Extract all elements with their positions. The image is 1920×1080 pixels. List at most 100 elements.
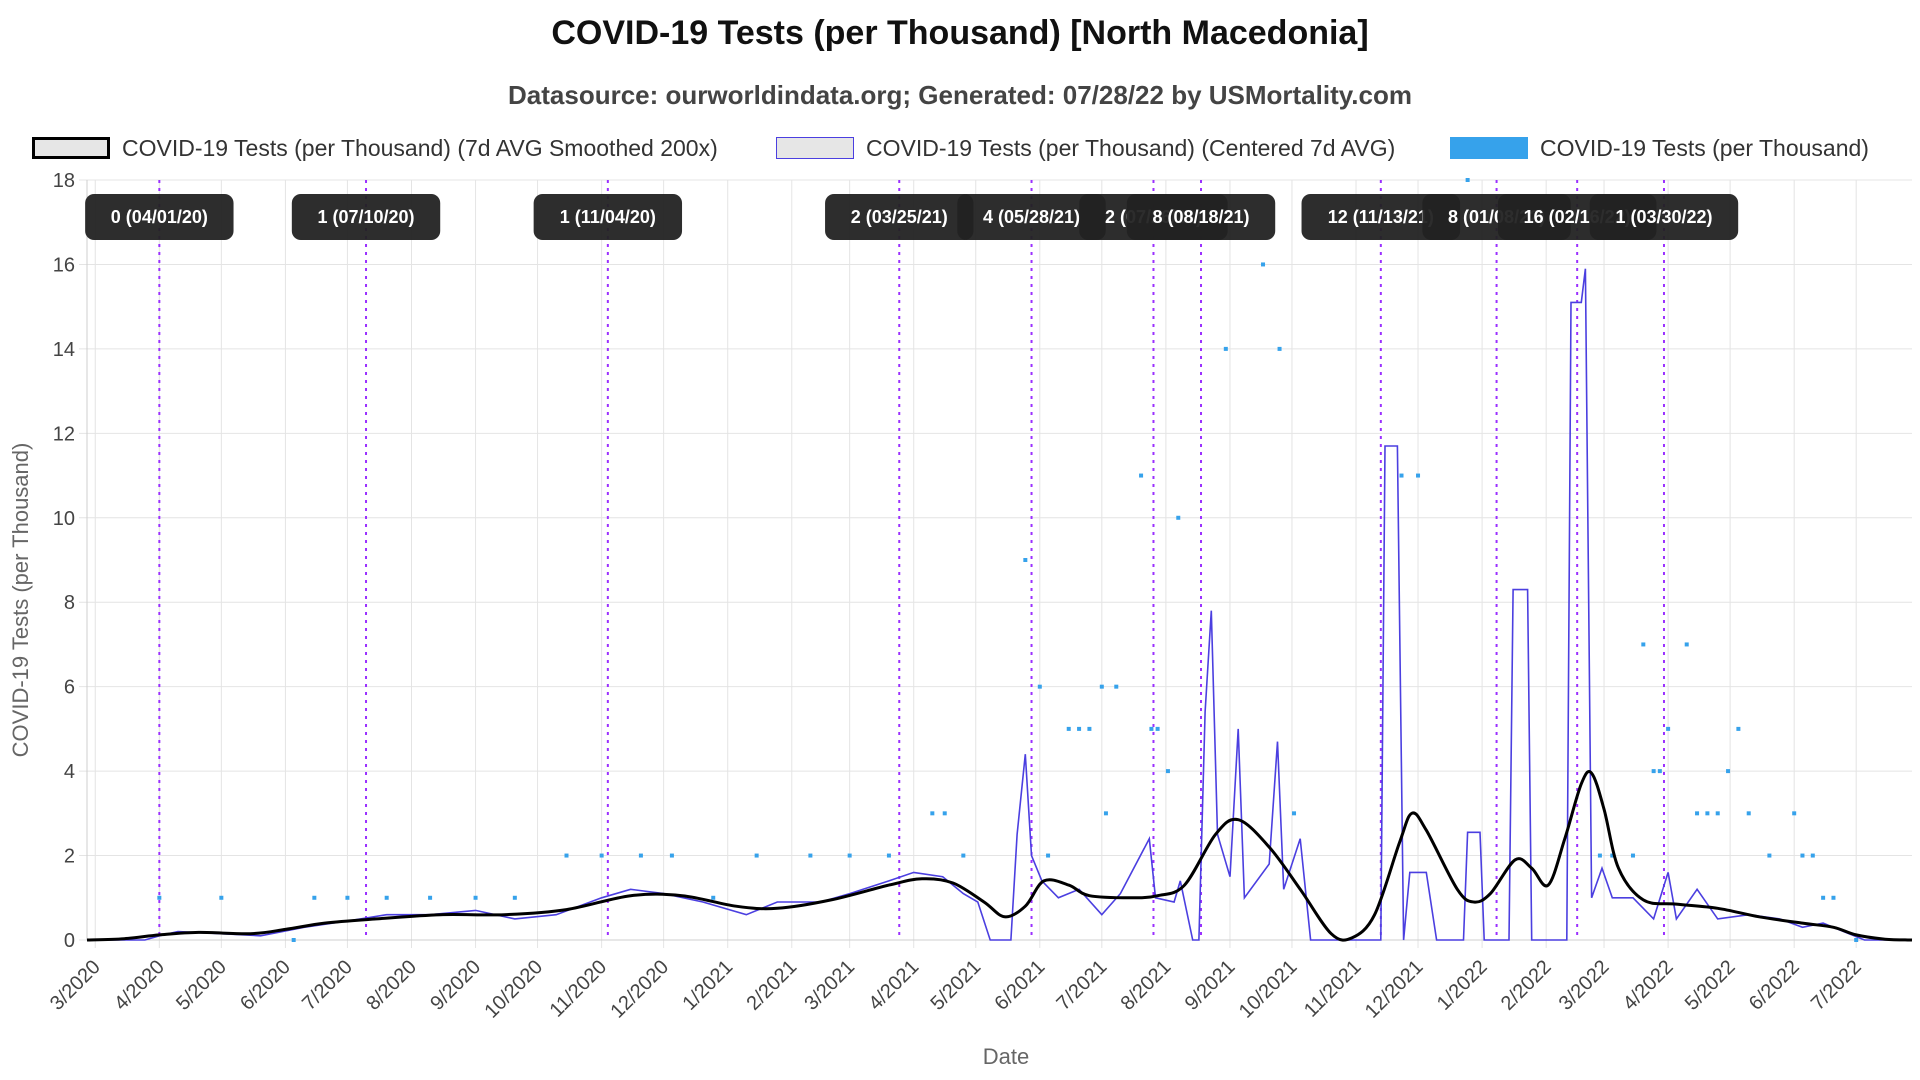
raw-data-point [1165, 769, 1170, 774]
x-tick-label: 4/2020 [110, 956, 169, 1015]
raw-data-point [1292, 811, 1297, 816]
annotation-label-box [1126, 194, 1276, 240]
legend: COVID-19 Tests (per Thousand) (7d AVG Sm… [0, 130, 1920, 166]
x-tick-label: 6/2021 [991, 956, 1050, 1015]
raw-data-point [1831, 895, 1836, 900]
raw-data-point [1695, 811, 1700, 816]
series-lines [86, 268, 1913, 942]
x-tick-label: 2/2021 [743, 956, 802, 1015]
raw-data-point [1641, 642, 1646, 647]
x-tick-label: 3/2020 [46, 956, 105, 1015]
raw-data-point [312, 895, 317, 900]
raw-data-point [1657, 769, 1662, 774]
raw-data-point [1684, 642, 1689, 647]
raw-data-point [1103, 811, 1108, 816]
raw-data-point [1023, 558, 1028, 562]
annotation-label-text: 8 (08/18/21) [1152, 207, 1249, 227]
y-axis-label: COVID-19 Tests (per Thousand) [8, 443, 33, 758]
legend-label-centered-avg: COVID-19 Tests (per Thousand) (Centered … [866, 134, 1396, 161]
legend-item-raw[interactable]: COVID-19 Tests (per Thousand) [1450, 130, 1869, 166]
y-tick-label: 14 [53, 339, 75, 361]
series-line-smoothed [86, 770, 1913, 942]
raw-data-point [157, 895, 162, 900]
y-axis-ticks: 0 2 4 6 8 10 12 14 16 18 [53, 170, 75, 952]
x-tick-label: 6/2020 [236, 956, 295, 1015]
annotation-label: 8 (08/18/21) [1126, 194, 1276, 240]
annotation-label-box [533, 194, 683, 240]
raw-data-point [384, 895, 389, 900]
raw-data-point [847, 853, 852, 858]
x-tick-label: 10/2021 [1235, 956, 1302, 1023]
annotation-label: 2 (03/25/21) [825, 194, 974, 240]
annotation-label: 1 (03/30/22) [1589, 194, 1739, 240]
y-tick-label: 6 [64, 677, 75, 699]
raw-data-point [1792, 811, 1797, 816]
legend-item-smoothed[interactable]: COVID-19 Tests (per Thousand) (7d AVG Sm… [32, 130, 718, 166]
raw-data-point [754, 853, 759, 858]
x-tick-label: 9/2020 [426, 956, 485, 1015]
y-tick-label: 10 [53, 508, 75, 530]
annotation-label-box [291, 194, 441, 240]
x-tick-label: 7/2022 [1807, 956, 1866, 1015]
raw-data-point [669, 853, 674, 858]
raw-data-point [1597, 853, 1602, 858]
raw-data-point [599, 853, 604, 858]
raw-data-point [1066, 726, 1071, 731]
raw-data-point [1854, 938, 1859, 942]
raw-data-point [1176, 515, 1181, 520]
x-tick-label: 9/2021 [1181, 956, 1240, 1015]
raw-data-point [1149, 726, 1154, 731]
annotation-label-text: 0 (04/01/20) [111, 207, 208, 227]
annotation-label-box [825, 194, 974, 240]
legend-label-raw: COVID-19 Tests (per Thousand) [1540, 134, 1869, 161]
annotation-label-text: 2 (03/25/21) [851, 207, 948, 227]
annotation-label-text: 1 (11/04/20) [560, 207, 656, 227]
annotation-label-box [85, 194, 234, 240]
raw-data-point [1099, 684, 1104, 689]
legend-label-smoothed: COVID-19 Tests (per Thousand) (7d AVG Sm… [122, 134, 718, 161]
annotation-label-box [957, 194, 1106, 240]
x-tick-label: 12/2021 [1361, 956, 1428, 1023]
y-tick-label: 8 [64, 592, 75, 614]
raw-data-point [345, 895, 350, 900]
raw-data-point [1399, 473, 1404, 478]
annotation-label-box [1589, 194, 1739, 240]
raw-data-point [1746, 811, 1751, 816]
raw-data-point [1726, 769, 1731, 774]
x-tick-label: 8/2021 [1117, 956, 1176, 1015]
raw-data-point [1261, 262, 1266, 267]
raw-data-point [1139, 473, 1144, 478]
legend-item-centered-avg[interactable]: COVID-19 Tests (per Thousand) (Centered … [776, 130, 1395, 166]
raw-data-point [1651, 769, 1656, 774]
raw-data-point [961, 853, 966, 858]
x-tick-label: 3/2021 [800, 956, 859, 1015]
y-tick-label: 12 [53, 423, 75, 445]
annotation-labels: 0 (04/01/20) 1 (07/10/20) 1 (11/04/20) 2 (0… [85, 194, 1739, 240]
annotation-label: 12 (11/13/21) [1301, 194, 1461, 240]
x-tick-label: 11/2021 [1300, 956, 1366, 1022]
raw-data-point [1465, 178, 1470, 182]
annotation-label-box [1301, 194, 1461, 240]
annotation-lines [158, 180, 1665, 940]
x-tick-label: 7/2020 [298, 956, 357, 1015]
raw-data-point [1277, 346, 1282, 351]
raw-data-point [886, 853, 891, 858]
annotation-label: 4 (05/28/21) [957, 194, 1106, 240]
x-tick-label: 5/2020 [172, 956, 231, 1015]
raw-data-point [1666, 726, 1671, 731]
raw-data-point [1736, 726, 1741, 731]
x-tick-label: 10/2020 [480, 956, 547, 1023]
y-tick-label: 0 [64, 930, 75, 952]
annotation-label: 0 (04/01/20) [85, 194, 234, 240]
x-tick-label: 6/2022 [1745, 956, 1804, 1015]
chart-subtitle: Datasource: ourworldindata.org; Generate… [508, 80, 1412, 110]
chart-title: COVID-19 Tests (per Thousand) [North Mac… [551, 14, 1369, 52]
raw-data-point [1767, 853, 1772, 858]
x-tick-label: 5/2021 [926, 956, 985, 1015]
legend-swatch-smoothed [32, 137, 110, 159]
legend-swatch-centered-avg [776, 137, 854, 159]
x-tick-label: 11/2020 [546, 956, 612, 1022]
x-tick-label: 1/2022 [1433, 956, 1492, 1015]
raw-data-point [1223, 346, 1228, 351]
raw-data-point [638, 853, 643, 858]
